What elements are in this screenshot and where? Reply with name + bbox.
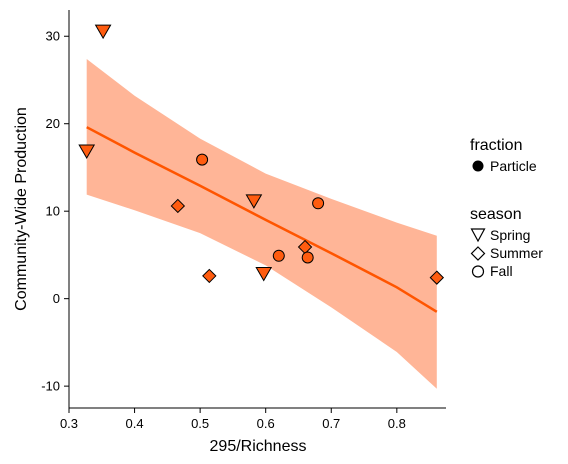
trend-line bbox=[86, 126, 438, 313]
data-point-spring-2 bbox=[78, 144, 96, 159]
legend-title-fraction: fraction bbox=[470, 137, 522, 154]
data-point-fall-2 bbox=[272, 249, 285, 262]
legend-label-fall: Fall bbox=[490, 263, 513, 279]
y-axis-title: Community-Wide Production bbox=[13, 107, 30, 311]
y-tick-label: 30 bbox=[46, 29, 60, 44]
legend: fraction Particle season Spring Summer F… bbox=[470, 137, 543, 279]
data-point-spring-4 bbox=[255, 266, 273, 282]
x-tick-label: 0.8 bbox=[388, 416, 406, 431]
y-tick-label: 10 bbox=[46, 204, 60, 219]
x-tick-label: 0.4 bbox=[126, 416, 144, 431]
legend-key-particle bbox=[472, 160, 484, 172]
legend-label-summer: Summer bbox=[490, 245, 543, 261]
legend-key-spring bbox=[470, 228, 486, 243]
x-tick-label: 0.3 bbox=[60, 416, 78, 431]
data-point-summer-4 bbox=[429, 270, 445, 285]
confidence-band-layer bbox=[86, 59, 437, 389]
legend-label-spring: Spring bbox=[490, 227, 530, 243]
data-point-fall-4 bbox=[312, 197, 325, 210]
x-axis-title: 295/Richness bbox=[210, 438, 307, 455]
data-point-fall-3 bbox=[301, 251, 314, 264]
x-tick-label: 0.6 bbox=[257, 416, 275, 431]
data-point-spring-1 bbox=[94, 24, 112, 40]
legend-label-particle: Particle bbox=[490, 158, 537, 174]
trend-line-layer bbox=[86, 126, 438, 313]
legend-title-season: season bbox=[470, 206, 522, 223]
y-tick-label: -10 bbox=[41, 379, 60, 394]
data-point-summer-2 bbox=[202, 268, 217, 284]
x-axis-ticks: 0.3 0.4 0.5 0.6 0.7 0.8 bbox=[60, 408, 406, 431]
data-point-spring-3 bbox=[245, 194, 263, 209]
x-tick-label: 0.5 bbox=[191, 416, 209, 431]
data-point-summer-1 bbox=[170, 198, 186, 214]
y-tick-label: 20 bbox=[46, 116, 60, 131]
y-axis-ticks: -10 0 10 20 30 bbox=[41, 29, 69, 394]
x-tick-label: 0.7 bbox=[322, 416, 340, 431]
y-tick-label: 0 bbox=[53, 291, 60, 306]
data-point-layer bbox=[78, 24, 445, 285]
data-point-fall-1 bbox=[196, 153, 209, 166]
legend-key-summer bbox=[470, 246, 486, 261]
legend-key-fall bbox=[471, 265, 485, 278]
confidence-band bbox=[86, 59, 437, 389]
